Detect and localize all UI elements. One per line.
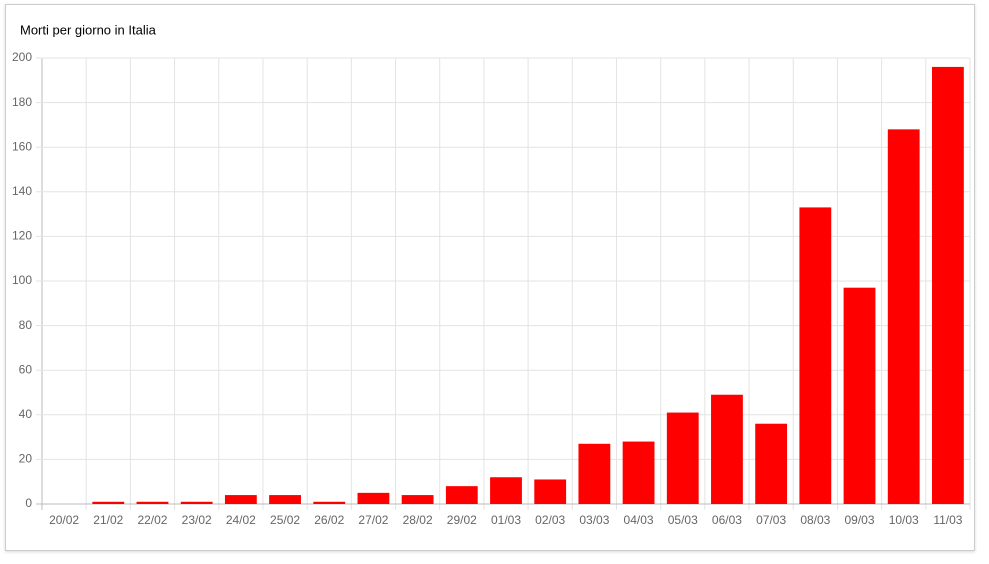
x-tick-label: 01/03 xyxy=(491,513,521,527)
y-tick-label: 140 xyxy=(12,184,32,198)
bar xyxy=(711,394,743,504)
x-tick-label: 02/03 xyxy=(535,513,565,527)
y-tick-label: 200 xyxy=(12,50,32,64)
y-tick-label: 20 xyxy=(19,452,33,466)
x-tick-label: 20/02 xyxy=(49,513,79,527)
bar xyxy=(92,501,125,504)
y-tick-label: 40 xyxy=(19,407,33,421)
bar xyxy=(357,492,390,504)
bar xyxy=(931,66,964,505)
y-tick-label: 80 xyxy=(19,318,33,332)
bar xyxy=(269,495,301,504)
bar xyxy=(445,486,478,504)
bar xyxy=(401,495,434,504)
x-tick-label: 05/03 xyxy=(668,513,698,527)
bar xyxy=(180,501,213,504)
bar xyxy=(136,501,169,504)
bar xyxy=(224,495,257,504)
y-tick-label: 160 xyxy=(12,139,32,153)
x-tick-label: 26/02 xyxy=(314,513,344,527)
x-tick-label: 10/03 xyxy=(889,513,919,527)
x-tick-label: 25/02 xyxy=(270,513,300,527)
x-tick-label: 28/02 xyxy=(403,513,433,527)
x-tick-label: 24/02 xyxy=(226,513,256,527)
x-tick-label: 04/03 xyxy=(624,513,654,527)
bar xyxy=(666,412,699,504)
bar xyxy=(622,441,655,504)
x-tick-label: 29/02 xyxy=(447,513,477,527)
bar xyxy=(313,501,346,504)
x-tick-label: 08/03 xyxy=(800,513,830,527)
bar xyxy=(843,287,876,504)
y-tick-label: 60 xyxy=(19,362,33,376)
bar xyxy=(755,423,788,504)
x-tick-label: 09/03 xyxy=(845,513,875,527)
y-tick-label: 100 xyxy=(12,273,32,287)
bar xyxy=(887,129,920,505)
chart-title: Morti per giorno in Italia xyxy=(20,22,157,37)
bar xyxy=(534,479,567,504)
x-tick-label: 03/03 xyxy=(579,513,609,527)
bar xyxy=(799,207,832,504)
x-tick-label: 11/03 xyxy=(933,513,962,527)
x-tick-label: 27/02 xyxy=(358,513,388,527)
y-tick-label: 0 xyxy=(25,496,32,510)
bar xyxy=(578,443,611,504)
x-tick-label: 22/02 xyxy=(137,513,167,527)
x-tick-label: 23/02 xyxy=(182,513,212,527)
y-tick-label: 120 xyxy=(12,229,32,243)
y-tick-label: 180 xyxy=(12,95,32,109)
x-tick-label: 06/03 xyxy=(712,513,742,527)
x-tick-label: 07/03 xyxy=(756,513,786,527)
x-tick-label: 21/02 xyxy=(93,513,123,527)
bar xyxy=(490,477,522,504)
